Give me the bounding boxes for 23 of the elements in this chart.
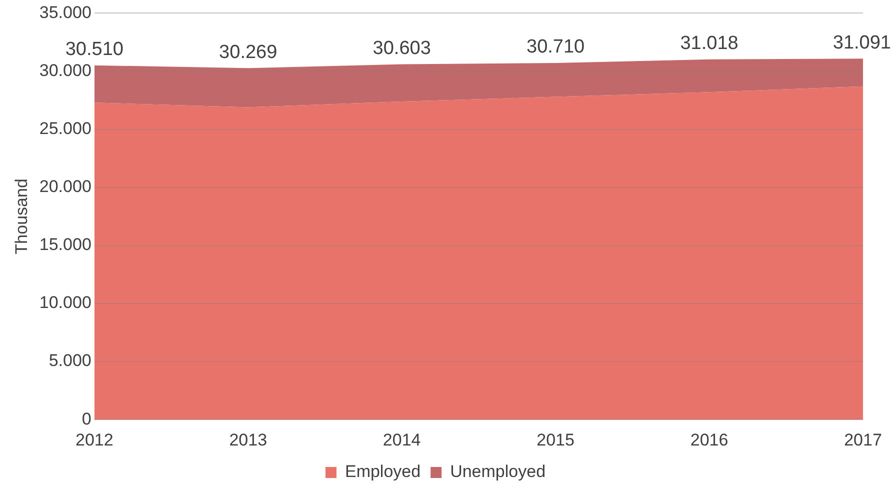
y-tick-label: 10.000 (39, 293, 92, 312)
y-tick-label: 30.000 (39, 60, 92, 80)
x-tick-label: 2012 (75, 430, 114, 450)
y-tick-label: 5.000 (48, 351, 92, 370)
total-label: 31.018 (680, 33, 738, 54)
x-tick-label: 2017 (844, 430, 882, 450)
x-tick-label: 2015 (536, 430, 574, 450)
total-label: 30.603 (372, 38, 431, 59)
y-tick-label: 20.000 (39, 177, 92, 196)
y-tick-label: 0 (82, 409, 92, 428)
legend-label: Unemployed (450, 462, 546, 482)
total-label: 30.269 (219, 42, 278, 63)
x-tick-label: 2016 (690, 430, 728, 450)
y-axis-title: Thousand (12, 178, 31, 254)
total-label: 31.091 (832, 32, 892, 54)
x-tick-label: 2013 (229, 430, 268, 450)
x-tick-label: 2014 (382, 430, 421, 450)
total-label: 30.710 (526, 36, 585, 58)
y-tick-label: 15.000 (39, 235, 92, 254)
y-tick-label: 35.000 (39, 2, 92, 22)
total-label: 30.510 (65, 39, 124, 60)
y-tick-label: 25.000 (39, 119, 92, 138)
legend-label: Employed (344, 462, 421, 482)
